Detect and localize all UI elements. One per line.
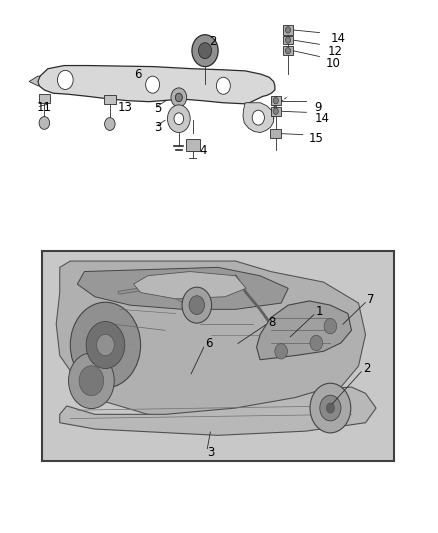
Text: 13: 13 bbox=[118, 101, 133, 114]
Circle shape bbox=[105, 118, 115, 131]
Text: 6: 6 bbox=[205, 337, 212, 350]
Text: 6: 6 bbox=[134, 68, 141, 80]
Text: 15: 15 bbox=[308, 132, 323, 146]
Circle shape bbox=[286, 47, 290, 54]
Text: 3: 3 bbox=[207, 446, 214, 459]
Circle shape bbox=[273, 108, 279, 115]
Polygon shape bbox=[134, 271, 246, 299]
Polygon shape bbox=[243, 103, 274, 133]
Circle shape bbox=[324, 318, 337, 334]
FancyBboxPatch shape bbox=[283, 36, 293, 44]
Circle shape bbox=[320, 395, 341, 421]
Circle shape bbox=[57, 70, 73, 90]
FancyBboxPatch shape bbox=[270, 129, 282, 139]
Circle shape bbox=[39, 117, 49, 130]
Circle shape bbox=[198, 43, 212, 59]
Circle shape bbox=[70, 302, 141, 388]
FancyBboxPatch shape bbox=[283, 46, 293, 55]
Circle shape bbox=[171, 88, 187, 107]
Text: 11: 11 bbox=[36, 101, 52, 114]
Text: 7: 7 bbox=[367, 293, 375, 306]
Text: 2: 2 bbox=[209, 35, 217, 48]
Text: 5: 5 bbox=[154, 102, 162, 115]
Text: 3: 3 bbox=[154, 120, 162, 134]
Polygon shape bbox=[56, 261, 366, 418]
Circle shape bbox=[310, 383, 351, 433]
Circle shape bbox=[68, 353, 114, 409]
Text: 12: 12 bbox=[328, 45, 343, 58]
FancyBboxPatch shape bbox=[39, 94, 50, 103]
Circle shape bbox=[174, 113, 184, 125]
Text: 2: 2 bbox=[363, 362, 371, 375]
Text: 10: 10 bbox=[326, 57, 341, 70]
Circle shape bbox=[86, 321, 125, 369]
Text: 1: 1 bbox=[316, 305, 323, 318]
Circle shape bbox=[216, 77, 230, 94]
FancyBboxPatch shape bbox=[271, 96, 281, 105]
Circle shape bbox=[97, 334, 114, 356]
Text: 8: 8 bbox=[268, 316, 275, 329]
Polygon shape bbox=[38, 66, 275, 104]
Circle shape bbox=[146, 76, 159, 93]
FancyBboxPatch shape bbox=[283, 25, 293, 35]
Circle shape bbox=[275, 344, 287, 359]
Circle shape bbox=[310, 335, 323, 351]
Text: 14: 14 bbox=[330, 33, 345, 45]
Circle shape bbox=[286, 37, 290, 43]
Circle shape bbox=[182, 287, 212, 323]
Circle shape bbox=[192, 35, 218, 67]
Circle shape bbox=[286, 27, 290, 33]
Circle shape bbox=[167, 105, 190, 133]
Polygon shape bbox=[60, 387, 376, 435]
Text: 14: 14 bbox=[315, 112, 330, 125]
Circle shape bbox=[273, 98, 279, 104]
FancyBboxPatch shape bbox=[186, 139, 200, 151]
Polygon shape bbox=[78, 268, 288, 309]
Circle shape bbox=[79, 366, 104, 395]
Circle shape bbox=[175, 93, 182, 102]
Circle shape bbox=[252, 110, 265, 125]
FancyBboxPatch shape bbox=[271, 107, 281, 116]
Circle shape bbox=[189, 296, 205, 314]
Polygon shape bbox=[29, 76, 40, 86]
FancyBboxPatch shape bbox=[104, 95, 116, 104]
Circle shape bbox=[326, 403, 335, 413]
Text: 9: 9 bbox=[314, 101, 321, 114]
Text: 4: 4 bbox=[199, 144, 207, 157]
Polygon shape bbox=[257, 301, 351, 360]
FancyBboxPatch shape bbox=[42, 251, 394, 461]
